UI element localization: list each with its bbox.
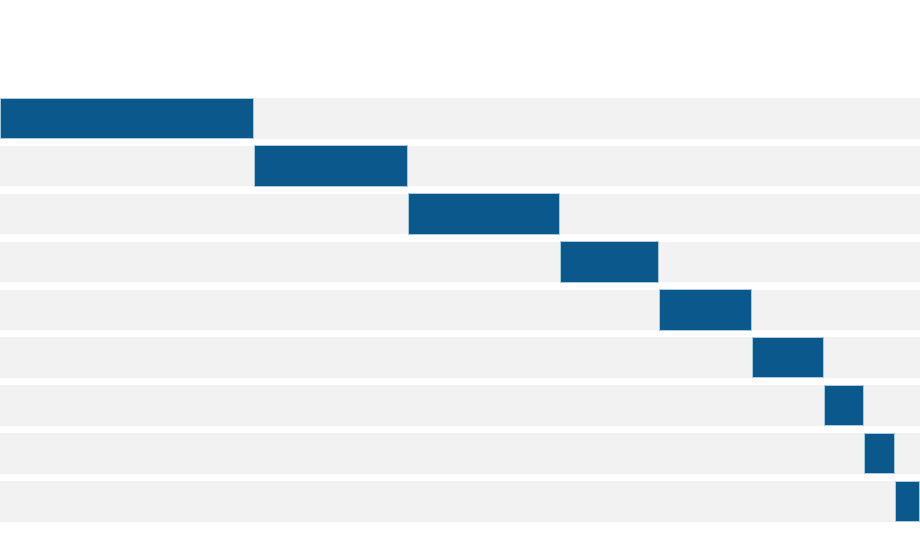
- chart-row: [0, 146, 920, 187]
- chart-row: [0, 98, 920, 139]
- chart-row: [0, 481, 920, 522]
- bar-segment: [408, 193, 560, 235]
- waterfall-chart: [0, 0, 920, 548]
- chart-row: [0, 290, 920, 331]
- bar-segment: [659, 289, 753, 331]
- chart-row: [0, 242, 920, 283]
- chart-row: [0, 433, 920, 474]
- bar-segment: [864, 433, 895, 475]
- bar-segment: [824, 385, 864, 427]
- bar-segment: [254, 145, 408, 187]
- bar-segment: [895, 481, 920, 523]
- chart-row: [0, 385, 920, 426]
- bar-segment: [752, 337, 824, 379]
- chart-row: [0, 194, 920, 235]
- bar-segment: [560, 241, 659, 283]
- bar-segment: [0, 98, 254, 140]
- chart-row: [0, 337, 920, 378]
